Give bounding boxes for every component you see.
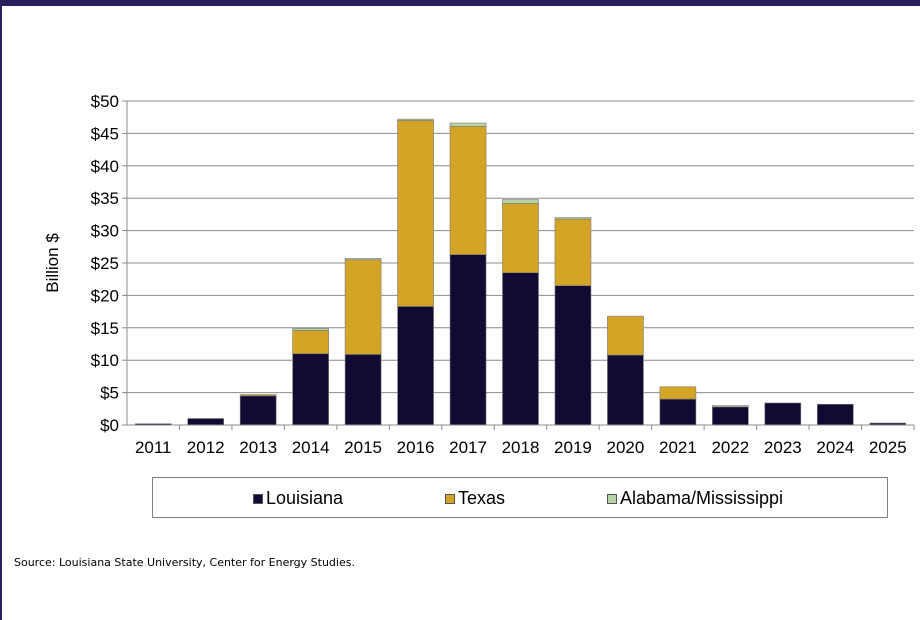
x-tick-label: 2018 [502, 438, 540, 457]
bar-texas-2014 [292, 330, 329, 355]
bar-louisiana-2014 [292, 353, 329, 426]
bar-louisiana-2013 [239, 395, 277, 426]
y-tick-label: $45 [91, 124, 119, 143]
bar-texas-2013 [239, 394, 277, 397]
y-tick-label: $15 [91, 319, 119, 338]
y-tick-label: $35 [91, 189, 119, 208]
x-tick-label: 2023 [764, 438, 802, 457]
y-tick-label: $0 [100, 416, 119, 435]
bar-louisiana-2015 [344, 354, 382, 426]
bar-alabama-mississippi-2016 [397, 118, 434, 121]
legend-item-louisiana: Louisiana [253, 488, 343, 509]
legend-swatch-alabama-mississippi [607, 493, 617, 504]
legend-label-texas: Texas [458, 488, 506, 508]
y-tick-label: $25 [91, 254, 119, 273]
bar-texas-2015 [344, 259, 382, 355]
source-note: Source: Louisiana State University, Cent… [14, 556, 355, 569]
bar-louisiana-2020 [607, 354, 644, 426]
x-tick-label: 2011 [135, 438, 172, 457]
x-tick-label: 2012 [187, 438, 225, 457]
y-tick-label: $20 [91, 286, 119, 305]
y-tick-label: $10 [91, 351, 119, 370]
bar-louisiana-2012 [187, 418, 224, 426]
top-border [0, 0, 920, 6]
legend-swatch-louisiana [253, 493, 263, 504]
bar-texas-2017 [449, 125, 487, 255]
x-tick-label: 2024 [816, 438, 854, 457]
bar-texas-2016 [397, 120, 434, 307]
bar-louisiana-2017 [449, 254, 487, 426]
x-tick-label: 2020 [607, 438, 645, 457]
left-border [0, 0, 2, 620]
legend-item-alabama-mississippi: Alabama/Mississippi [607, 488, 783, 509]
bar-alabama-mississippi-2017 [449, 122, 487, 127]
legend-label-alabama-mississippi: Alabama/Mississippi [620, 488, 784, 508]
x-tick-label: 2021 [659, 438, 697, 457]
bar-texas-2020 [607, 315, 644, 356]
bars [134, 118, 907, 426]
x-tick-label: 2014 [292, 438, 330, 457]
x-tick-label: 2017 [449, 438, 487, 457]
y-tick-label: $30 [91, 222, 119, 241]
x-tick-label: 2013 [239, 438, 277, 457]
bar-louisiana-2019 [554, 285, 592, 426]
y-tick-label: $5 [100, 384, 119, 403]
y-tick-label: $40 [91, 157, 119, 176]
bar-alabama-mississippi-2022 [712, 405, 749, 408]
bar-alabama-mississippi-2015 [344, 258, 382, 261]
bar-texas-2021 [659, 386, 697, 400]
bar-alabama-mississippi-2018 [502, 199, 539, 204]
x-tick-label: 2019 [554, 438, 592, 457]
x-tick-label: 2016 [397, 438, 435, 457]
bar-louisiana-2018 [502, 272, 539, 426]
bar-alabama-mississippi-2019 [554, 217, 592, 220]
bar-louisiana-2024 [816, 403, 854, 426]
bar-texas-2019 [554, 218, 592, 286]
x-tick-label: 2025 [869, 438, 907, 457]
bar-texas-2018 [502, 203, 539, 274]
bar-louisiana-2016 [397, 306, 434, 426]
bar-louisiana-2022 [712, 406, 749, 426]
x-tick-label: 2022 [711, 438, 749, 457]
axes: $0 $5 $10 $15 $20 $25 $30 $35 $40 $45 $50 2011 2012 2… [91, 92, 915, 457]
bar-alabama-mississippi-2014 [292, 328, 329, 331]
stacked-bar-chart: $0 $5 $10 $15 $20 $25 $30 $35 $40 $45 $50 2011 2012 2… [43, 92, 915, 457]
legend: Louisiana Texas Alabama/Mississippi [152, 477, 888, 518]
bar-louisiana-2023 [764, 402, 802, 426]
y-tick-label: $50 [91, 92, 119, 111]
legend-swatch-texas [445, 493, 455, 504]
y-axis-label: Billion $ [43, 233, 62, 293]
legend-label-louisiana: Louisiana [266, 488, 344, 508]
x-tick-label: 2015 [344, 438, 382, 457]
legend-item-texas: Texas [445, 488, 505, 509]
bar-louisiana-2021 [659, 398, 697, 426]
